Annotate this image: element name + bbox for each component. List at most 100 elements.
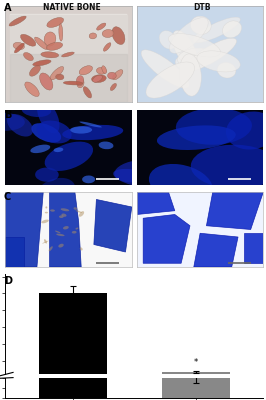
Ellipse shape [72, 231, 77, 234]
Ellipse shape [9, 16, 26, 26]
Ellipse shape [76, 76, 84, 86]
Polygon shape [143, 214, 190, 263]
Bar [39, 294, 107, 378]
Ellipse shape [80, 247, 83, 250]
Ellipse shape [63, 81, 83, 85]
Ellipse shape [102, 66, 107, 74]
Polygon shape [10, 14, 127, 102]
Ellipse shape [177, 48, 211, 66]
Ellipse shape [146, 62, 195, 98]
Ellipse shape [102, 30, 114, 38]
Ellipse shape [103, 43, 111, 51]
Ellipse shape [61, 208, 69, 211]
Polygon shape [49, 192, 81, 267]
Polygon shape [5, 192, 43, 267]
Ellipse shape [58, 244, 64, 248]
Ellipse shape [226, 112, 266, 150]
Ellipse shape [149, 164, 213, 204]
Ellipse shape [77, 78, 84, 88]
Ellipse shape [44, 239, 47, 244]
Ellipse shape [112, 27, 125, 44]
Ellipse shape [92, 75, 106, 82]
Ellipse shape [159, 31, 177, 49]
Ellipse shape [113, 169, 162, 188]
Ellipse shape [45, 206, 47, 208]
Ellipse shape [45, 142, 93, 171]
Ellipse shape [62, 125, 123, 140]
Ellipse shape [55, 231, 60, 233]
Bar [162, 372, 230, 378]
Ellipse shape [22, 103, 51, 117]
Ellipse shape [50, 209, 55, 212]
Ellipse shape [59, 215, 64, 218]
Ellipse shape [73, 207, 77, 210]
Ellipse shape [176, 108, 252, 145]
Ellipse shape [56, 234, 65, 236]
Ellipse shape [35, 168, 59, 182]
Ellipse shape [42, 241, 49, 244]
Ellipse shape [99, 142, 113, 149]
Ellipse shape [7, 114, 33, 136]
Text: *: * [194, 358, 198, 367]
Ellipse shape [0, 113, 25, 131]
Ellipse shape [23, 52, 33, 60]
Ellipse shape [83, 87, 92, 98]
Ellipse shape [79, 66, 93, 75]
Ellipse shape [185, 38, 236, 71]
Text: C: C [4, 192, 11, 202]
Bar [162, 378, 230, 398]
Ellipse shape [46, 42, 63, 50]
Ellipse shape [141, 50, 189, 88]
Ellipse shape [222, 21, 242, 38]
Ellipse shape [47, 18, 64, 28]
Ellipse shape [79, 211, 84, 217]
Ellipse shape [191, 145, 266, 189]
Polygon shape [94, 200, 132, 252]
Ellipse shape [168, 34, 221, 57]
Ellipse shape [41, 52, 59, 58]
Ellipse shape [38, 178, 75, 204]
Polygon shape [194, 233, 238, 267]
Polygon shape [10, 14, 127, 89]
Ellipse shape [169, 18, 208, 53]
Ellipse shape [25, 82, 39, 96]
Polygon shape [5, 237, 24, 267]
Polygon shape [10, 54, 127, 102]
Ellipse shape [157, 125, 236, 150]
Ellipse shape [37, 100, 60, 133]
Ellipse shape [30, 145, 50, 153]
Ellipse shape [193, 17, 240, 43]
Ellipse shape [14, 43, 24, 53]
Ellipse shape [41, 220, 49, 223]
Ellipse shape [45, 212, 48, 214]
Ellipse shape [49, 246, 53, 251]
Ellipse shape [97, 23, 106, 30]
Ellipse shape [40, 73, 53, 90]
Ellipse shape [217, 62, 236, 78]
Bar [39, 378, 107, 398]
Ellipse shape [54, 148, 63, 152]
Ellipse shape [59, 24, 63, 41]
Ellipse shape [63, 226, 69, 230]
Ellipse shape [110, 83, 117, 90]
Ellipse shape [97, 68, 106, 74]
Text: B: B [4, 110, 11, 120]
Ellipse shape [80, 122, 102, 128]
Ellipse shape [30, 66, 40, 76]
Ellipse shape [70, 126, 92, 134]
Ellipse shape [114, 160, 159, 182]
Polygon shape [206, 192, 263, 230]
Ellipse shape [76, 228, 78, 230]
Ellipse shape [179, 54, 201, 96]
Ellipse shape [190, 16, 211, 34]
Polygon shape [244, 233, 263, 263]
Ellipse shape [33, 60, 51, 66]
Ellipse shape [56, 74, 64, 80]
Polygon shape [137, 192, 175, 214]
Ellipse shape [20, 34, 36, 46]
Ellipse shape [175, 56, 196, 70]
Ellipse shape [172, 30, 197, 68]
Ellipse shape [197, 51, 240, 72]
Ellipse shape [89, 33, 97, 39]
Ellipse shape [82, 176, 95, 183]
